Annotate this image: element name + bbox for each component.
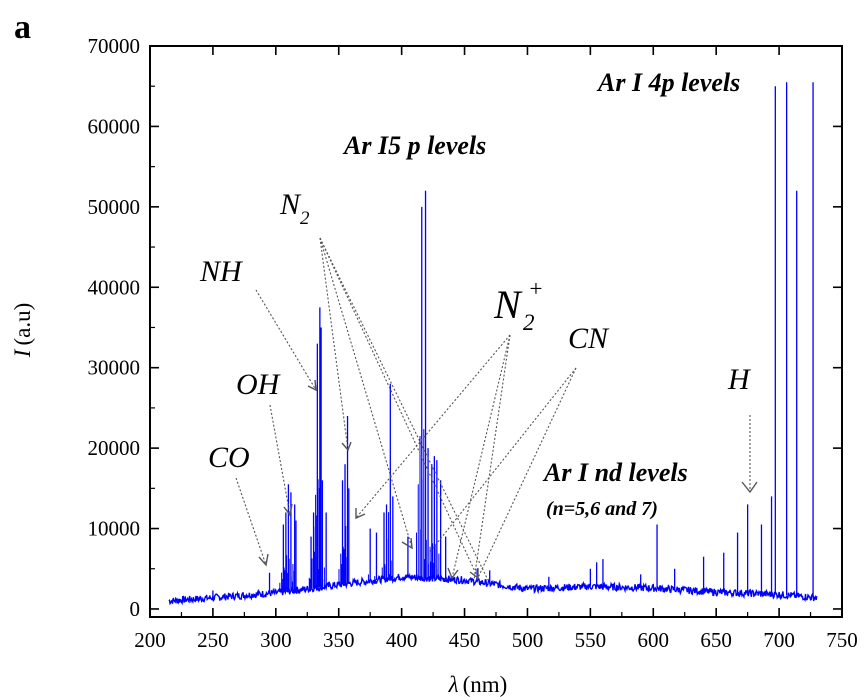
n2plus-arrowhead-2 bbox=[447, 567, 459, 580]
panel-label: a bbox=[14, 9, 31, 46]
plot-frame bbox=[149, 45, 843, 618]
cn-pointer-1 bbox=[429, 367, 577, 553]
annotation-arrowheads bbox=[258, 379, 758, 580]
n2plus-label-sub: 2 bbox=[523, 310, 535, 335]
x-tick-label: 750 bbox=[826, 628, 858, 652]
nh-label: NH bbox=[199, 255, 244, 288]
n2-arrowhead-3 bbox=[469, 568, 479, 580]
x-tick-label: 200 bbox=[134, 628, 166, 652]
x-tick-label: 650 bbox=[700, 628, 732, 652]
annotation-pointers bbox=[235, 237, 751, 583]
oh-pointer bbox=[269, 404, 291, 516]
x-axis-symbol: λ bbox=[448, 672, 459, 697]
n2-label-sub: 2 bbox=[300, 208, 310, 229]
co-label: CO bbox=[208, 441, 250, 474]
n2-pointer-1 bbox=[319, 237, 349, 451]
n2plus-pointer-2 bbox=[451, 334, 511, 579]
x-tick-label: 250 bbox=[197, 628, 229, 652]
n2-pointer-3 bbox=[319, 237, 479, 579]
cn-pointer-2 bbox=[475, 367, 577, 583]
x-axis: 200 250 300 350 400 450 500 550 600 650 700 750 bbox=[134, 46, 858, 652]
nh-arrowhead bbox=[307, 379, 317, 392]
y-axis-unit: (a.u) bbox=[10, 303, 35, 346]
n2-arrowhead-2 bbox=[401, 537, 413, 550]
x-tick-label: 700 bbox=[763, 628, 795, 652]
x-axis-title: λ (nm) bbox=[448, 672, 508, 697]
n2-pointer-4 bbox=[319, 237, 489, 581]
x-axis-unit: (nm) bbox=[463, 672, 508, 697]
n2plus-arrowhead bbox=[355, 508, 366, 520]
y-tick-label: 20000 bbox=[88, 436, 141, 460]
co-arrowhead bbox=[258, 553, 269, 567]
y-axis: 0 10000 20000 30000 40000 50000 60000 70000 bbox=[88, 34, 842, 621]
y-tick-label: 70000 bbox=[88, 34, 141, 58]
x-tick-label: 300 bbox=[260, 628, 292, 652]
n2-pointer-2 bbox=[319, 237, 413, 549]
y-tick-label: 0 bbox=[130, 597, 141, 621]
y-axis-title: I (a.u) bbox=[10, 303, 35, 358]
nh-pointer bbox=[255, 289, 317, 391]
n2-label-main: N bbox=[279, 188, 302, 221]
spectrum-baseline bbox=[168, 572, 818, 606]
n2plus-label-sup: + bbox=[528, 276, 544, 301]
y-tick-label: 30000 bbox=[88, 356, 141, 380]
y-tick-label: 60000 bbox=[88, 114, 141, 138]
y-axis-symbol: I bbox=[10, 348, 35, 358]
n2plus-pointer-3 bbox=[473, 334, 511, 581]
y-tick-label: 50000 bbox=[88, 195, 141, 219]
ar-nd-label: Ar I nd levels bbox=[542, 458, 688, 487]
spectrum-series bbox=[168, 82, 818, 606]
x-tick-label: 400 bbox=[386, 628, 418, 652]
x-tick-label: 350 bbox=[323, 628, 355, 652]
x-tick-label: 500 bbox=[512, 628, 544, 652]
cn-label: CN bbox=[568, 322, 610, 355]
n2plus-label: N bbox=[493, 282, 523, 327]
x-tick-label: 450 bbox=[449, 628, 481, 652]
y-tick-label: 40000 bbox=[88, 275, 141, 299]
h-arrowhead bbox=[741, 481, 758, 494]
oh-arrowhead bbox=[283, 503, 293, 517]
co-pointer bbox=[235, 477, 267, 566]
ar-nd-sublabel: (n=5,6 and 7) bbox=[546, 498, 658, 520]
y-tick-label: 10000 bbox=[88, 517, 141, 541]
n2-arrowhead-1 bbox=[341, 441, 352, 452]
n2-label: N2 bbox=[279, 188, 310, 229]
x-tick-label: 550 bbox=[575, 628, 607, 652]
x-tick-label: 600 bbox=[638, 628, 670, 652]
ar-4p-label: Ar I 4p levels bbox=[596, 68, 740, 97]
oh-label: OH bbox=[236, 368, 282, 401]
ar-5p-label: Ar I5 p levels bbox=[342, 131, 486, 160]
h-label: H bbox=[727, 363, 752, 396]
